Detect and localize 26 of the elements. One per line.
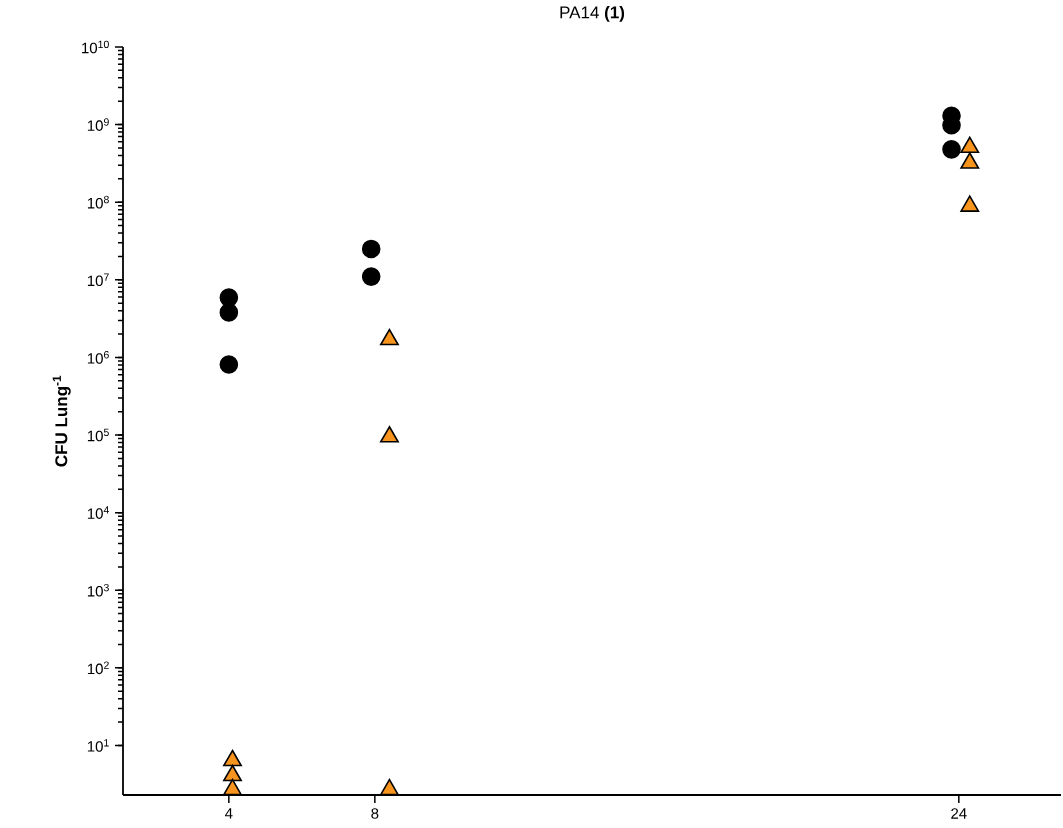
point	[223, 778, 242, 796]
y-tick-label: 10$^{9}$	[87, 118, 109, 131]
y-tick-label: 10$^{10}$	[82, 40, 109, 54]
point	[219, 303, 239, 322]
y-tick-label: 10$^{1}$	[87, 739, 109, 752]
point	[379, 778, 399, 796]
y-axis-title: CFU Lung$^{-1}$	[52, 375, 71, 467]
y-tick-label: 10$^{2}$	[87, 661, 109, 675]
y-tick-label: 10$^{6}$	[87, 351, 109, 364]
y-tick-label: 10$^{4}$	[87, 506, 109, 519]
x-tick-label: 8	[371, 808, 379, 819]
x-tick-label: 4	[225, 808, 233, 819]
y-tick-label: 10$^{5}$	[87, 428, 109, 442]
y-tick-label: 10$^{7}$	[87, 273, 109, 287]
point	[219, 355, 239, 374]
point	[379, 328, 399, 346]
chart-title: PA14 (1)	[560, 5, 625, 22]
point	[942, 140, 961, 159]
point	[361, 239, 381, 259]
point	[223, 764, 242, 782]
x-tick-label: 24	[951, 808, 967, 819]
point	[379, 425, 399, 443]
y-tick-label: 10$^{3}$	[87, 583, 109, 597]
point	[223, 749, 242, 767]
point	[361, 267, 381, 286]
y-tick-label: 10$^{8}$	[87, 195, 109, 209]
